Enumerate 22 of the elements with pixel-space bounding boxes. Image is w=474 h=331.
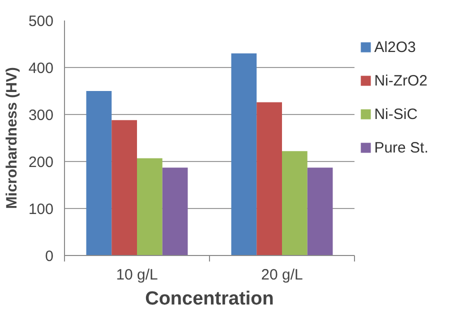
bar <box>137 158 162 256</box>
y-tick-label: 0 <box>45 248 54 265</box>
bar <box>231 53 257 256</box>
bar <box>282 151 308 256</box>
y-tick-label: 500 <box>28 13 54 30</box>
bar <box>256 102 282 256</box>
bar <box>112 120 137 256</box>
y-axis-title: Microhardness (HV) <box>3 67 20 209</box>
bar <box>86 91 112 256</box>
y-tick-label: 400 <box>28 60 54 77</box>
bar <box>307 168 333 256</box>
legend-label: Pure St. <box>374 139 428 156</box>
legend-label: Ni-SiC <box>374 106 418 123</box>
legend-label: Ni-ZrO2 <box>374 72 428 90</box>
x-tick-label: 20 g/L <box>261 266 303 284</box>
y-tick-label: 100 <box>28 201 54 218</box>
legend-label: Al2O3 <box>374 38 416 56</box>
x-axis-title: Concentration <box>145 288 274 310</box>
x-tick-label: 10 g/L <box>116 266 158 284</box>
bar <box>162 168 188 256</box>
y-tick-label: 300 <box>28 107 54 124</box>
y-tick-label: 200 <box>28 154 54 171</box>
